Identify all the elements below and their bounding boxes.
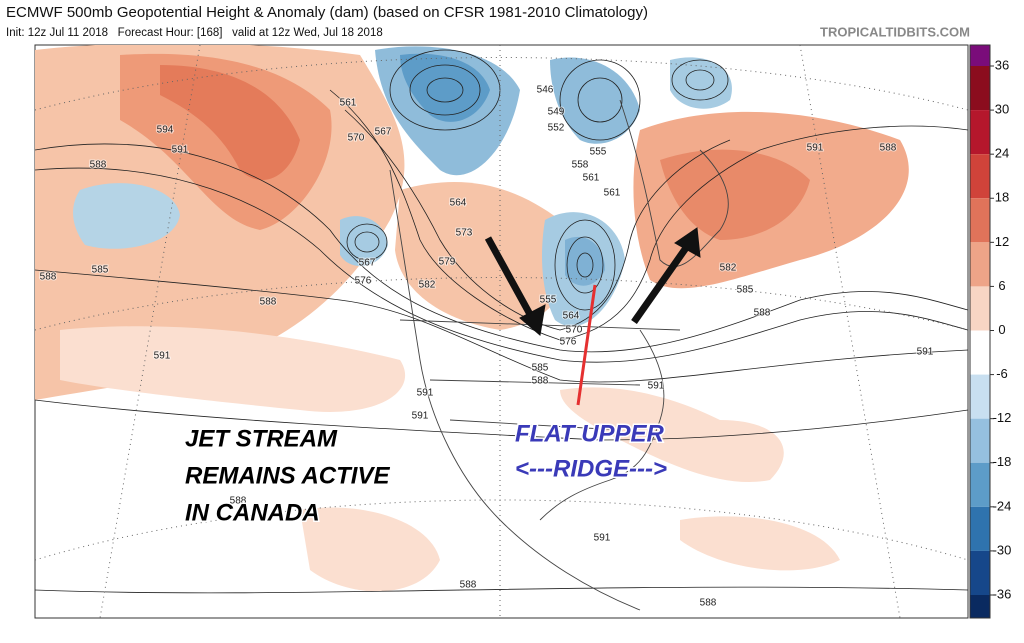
coastlines [389, 99, 729, 611]
colorbar-tick-label: 24 [995, 146, 1009, 161]
contour-label: 555 [540, 295, 557, 306]
contour-label: 588 [230, 496, 247, 507]
contour-label: 588 [40, 272, 57, 283]
contour-label: 591 [594, 533, 611, 544]
contour-label: 594 [157, 125, 174, 136]
annotation-text: <---RIDGE---> [515, 455, 667, 482]
contour-label: 561 [604, 188, 621, 199]
colorbar-tick-label: -12 [993, 410, 1012, 425]
contour-label: 588 [532, 376, 549, 387]
colorbar-tick-label: -24 [993, 498, 1012, 513]
trough-axis [576, 284, 597, 406]
colorbar-tick-label: 18 [995, 190, 1009, 205]
colorbar-segment [970, 66, 990, 111]
contour-label: 576 [560, 337, 577, 348]
colorbar-tick-label: -6 [996, 366, 1008, 381]
contour-label: 561 [340, 98, 357, 109]
contour-label: 579 [439, 257, 456, 268]
colorbar-tick-label: -30 [993, 542, 1012, 557]
contour-label: 591 [807, 143, 824, 154]
colorbar-tick-label: 36 [995, 57, 1009, 72]
contour-label: 585 [92, 265, 109, 276]
contour-label: 561 [583, 173, 600, 184]
contour-label: 549 [548, 107, 565, 118]
contour-label: 552 [548, 123, 565, 134]
colorbar-segment [970, 110, 990, 155]
map: 594 591 588 585 588 588 591 561 570 567 567 576 573 5… [34, 44, 969, 619]
graticule [35, 45, 968, 618]
contour-label: 582 [419, 280, 436, 291]
contour-label: 576 [355, 276, 372, 287]
credit: TROPICALTIDBITS.COM [820, 24, 970, 39]
colorbar: 36 30 24 18 12 6 0 -6 -12 -18 -24 -30 -36 [969, 44, 1012, 619]
colorbar-tick-label: 12 [995, 234, 1009, 249]
colorbar-segment [970, 154, 990, 199]
contour-label: 555 [590, 147, 607, 158]
annotation-text: IN CANADA [185, 499, 320, 526]
colorbar-segment [970, 330, 990, 375]
contour-label: 567 [375, 127, 392, 138]
colorbar-segment [970, 374, 990, 419]
subtitle: Init: 12z Jul 11 2018 Forecast Hour: [16… [6, 27, 383, 39]
colorbar-end [970, 595, 990, 618]
colorbar-tick-label: 30 [995, 102, 1009, 117]
colorbar-segment [970, 198, 990, 243]
colorbar-tick-label: -18 [993, 454, 1012, 469]
contour-label: 591 [154, 351, 171, 362]
contour-label: 591 [648, 381, 665, 392]
annotation-text: FLAT UPPER [515, 420, 665, 447]
contour-label: 588 [90, 160, 107, 171]
contour-label: 588 [880, 143, 897, 154]
contour-label: 591 [412, 411, 429, 422]
colorbar-segment [970, 418, 990, 463]
contour-label: 564 [450, 198, 467, 209]
contour-label: 588 [460, 580, 477, 591]
contour-label: 558 [572, 160, 589, 171]
contour-label: 588 [700, 598, 717, 609]
colorbar-segment [970, 462, 990, 507]
contour-label: 567 [359, 258, 376, 269]
title: ECMWF 500mb Geopotential Height & Anomal… [6, 4, 648, 21]
contour-label: 582 [720, 263, 737, 274]
contour-label: 585 [532, 363, 549, 374]
colorbar-end [970, 45, 990, 66]
annotation-text: JET STREAM [185, 425, 338, 452]
height-contours [35, 49, 968, 594]
annotation-text: REMAINS ACTIVE [185, 462, 390, 489]
colorbar-segment [970, 242, 990, 287]
colorbar-tick-label: 6 [998, 278, 1005, 293]
contour-label: 588 [754, 308, 771, 319]
contour-label: 570 [348, 133, 365, 144]
flow-arrows [484, 227, 701, 336]
contour-label: 570 [566, 325, 583, 336]
contour-label: 591 [172, 145, 189, 156]
contour-label: 591 [917, 347, 934, 358]
contour-label-group: 594 591 588 585 588 588 591 561 570 567 567 576 573 5… [39, 84, 935, 610]
colorbar-tick-label: -36 [993, 586, 1012, 601]
colorbar-tick-label: 0 [998, 322, 1005, 337]
contour-label: 564 [563, 311, 580, 322]
contour-label: 591 [417, 388, 434, 399]
contour-label: 585 [737, 285, 754, 296]
colorbar-segment [970, 286, 990, 331]
colorbar-frame [969, 44, 991, 619]
contour-label: 546 [537, 85, 554, 96]
colorbar-segment [970, 506, 990, 551]
colorbar-segment [970, 550, 990, 595]
contour-label: 573 [456, 228, 473, 239]
contour-label: 588 [260, 297, 277, 308]
